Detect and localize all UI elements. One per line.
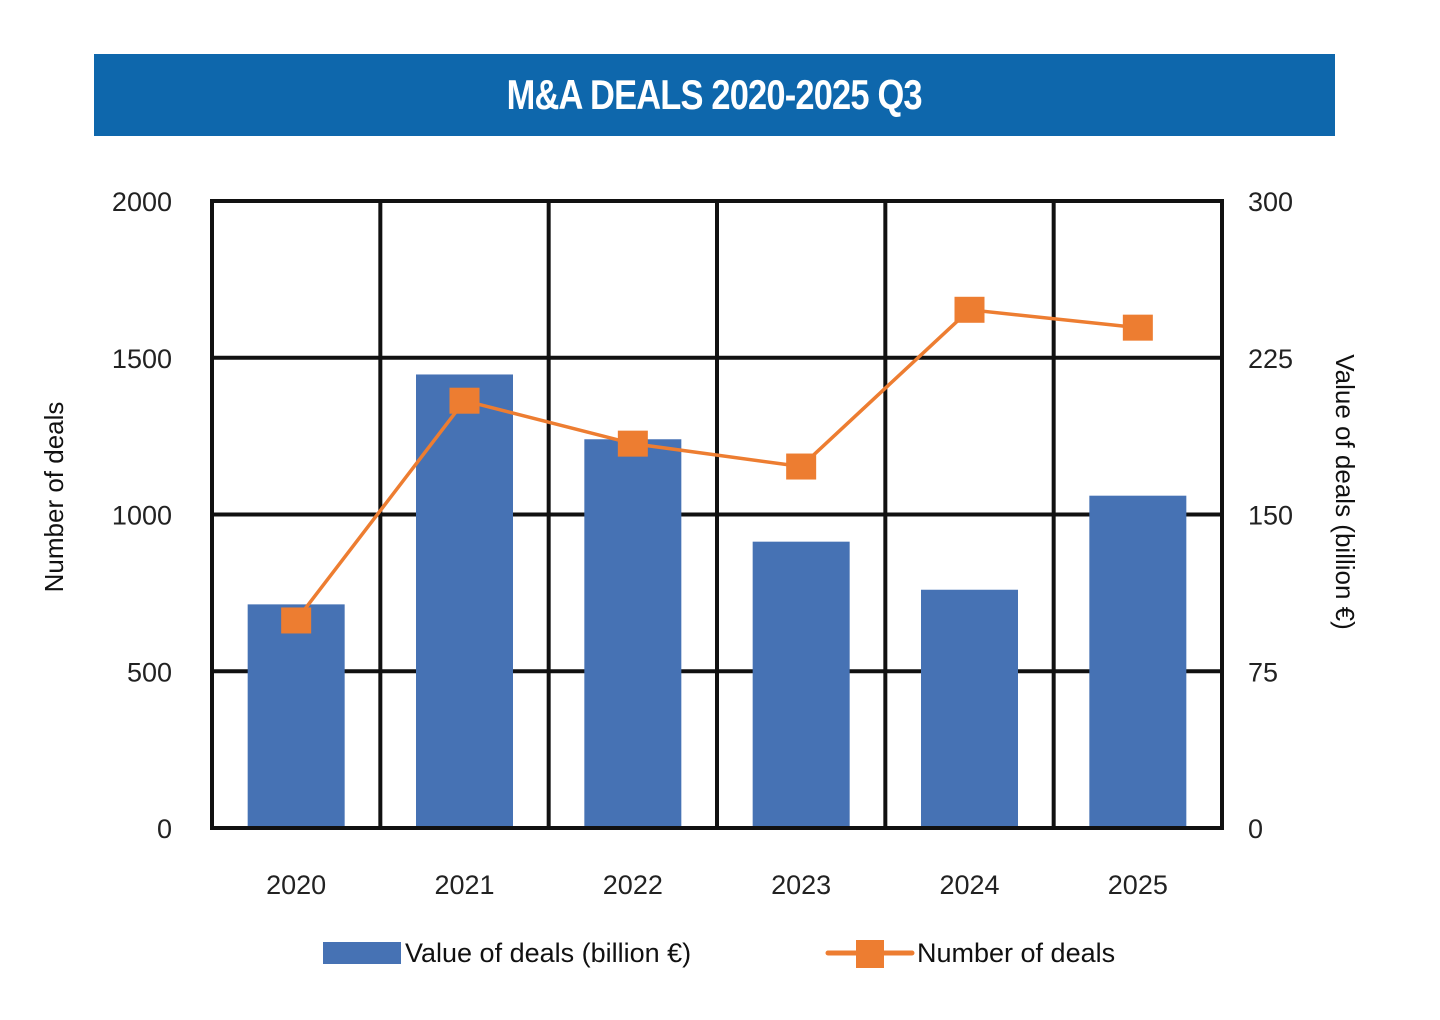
plot-frame: [210, 199, 1224, 830]
legend-line-label: Number of deals: [917, 938, 1115, 968]
y-tick-label: 1500: [112, 344, 172, 374]
chart-title-banner: M&A DEALS 2020-2025 Q3: [94, 54, 1335, 136]
chart-title: M&A DEALS 2020-2025 Q3: [506, 71, 923, 118]
marker-2020: [281, 607, 312, 634]
plot-border: [210, 199, 1224, 830]
legend-bar-swatch: [323, 942, 401, 964]
x-axis-ticks: 2020 2021 2022 2023 2024 2025: [266, 870, 1168, 900]
marker-2024: [954, 296, 985, 323]
bar-2021: [416, 374, 513, 828]
bar-2024: [921, 589, 1018, 828]
bar-2023: [752, 541, 850, 828]
marker-2021: [449, 387, 480, 414]
y-axis-label: Number of deals: [39, 402, 69, 593]
legend-line-marker: [856, 940, 884, 968]
y-tick-label: 500: [127, 657, 172, 687]
marker-2025: [1122, 314, 1153, 341]
line-series: [281, 296, 1153, 634]
x-tick-label: 2025: [1108, 870, 1168, 900]
right-axis-ticks: 0 75 150 225 300: [1248, 187, 1293, 844]
y2-tick-label: 225: [1248, 344, 1293, 374]
bar-2022: [584, 439, 682, 828]
marker-2023: [786, 453, 817, 480]
bar-2025: [1089, 495, 1187, 828]
x-tick-label: 2021: [434, 870, 494, 900]
grid-lines: [212, 199, 1222, 830]
y2-tick-label: 75: [1248, 657, 1278, 687]
x-tick-label: 2024: [939, 870, 999, 900]
marker-2022: [617, 430, 648, 457]
y-tick-label: 1000: [112, 501, 172, 531]
y2-tick-label: 300: [1248, 187, 1293, 217]
legend-bar-label: Value of deals (billion €): [405, 938, 691, 968]
y2-tick-label: 0: [1248, 814, 1263, 844]
x-tick-label: 2023: [771, 870, 831, 900]
y2-tick-label: 150: [1248, 501, 1293, 531]
y-tick-label: 0: [157, 814, 172, 844]
y-tick-label: 2000: [112, 187, 172, 217]
bar-2020: [247, 604, 345, 828]
bar-series: [247, 374, 1187, 828]
y2-axis-label: Value of deals (billion €): [1330, 354, 1360, 630]
legend: Value of deals (billion €) Number of dea…: [323, 938, 1115, 968]
x-tick-label: 2020: [266, 870, 326, 900]
x-tick-label: 2022: [603, 870, 663, 900]
left-axis-ticks: 0 500 1000 1500 2000: [112, 187, 172, 844]
number-of-deals-line: [294, 307, 1139, 622]
